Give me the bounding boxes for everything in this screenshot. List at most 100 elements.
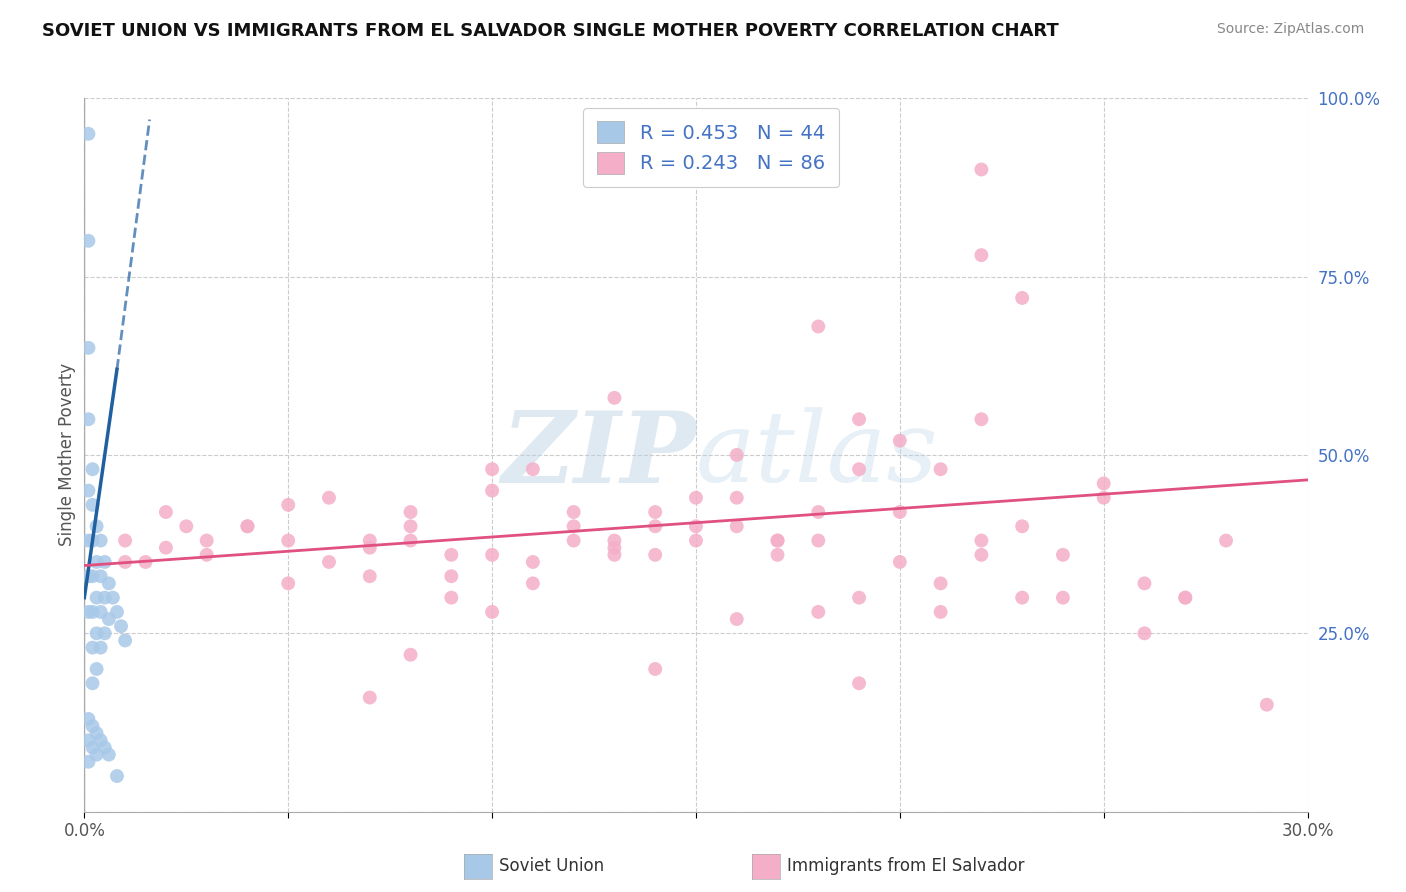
Point — [481, 483, 503, 498]
Point — [644, 662, 666, 676]
Point — [155, 505, 177, 519]
Point — [562, 533, 585, 548]
Point — [236, 519, 259, 533]
Point — [970, 162, 993, 177]
Point — [399, 505, 422, 519]
Point — [82, 533, 104, 548]
Point — [522, 555, 544, 569]
Point — [86, 519, 108, 533]
Point — [440, 569, 463, 583]
Point — [77, 483, 100, 498]
Point — [86, 626, 108, 640]
Point — [399, 533, 422, 548]
Point — [82, 498, 104, 512]
Point — [848, 412, 870, 426]
Point — [77, 712, 100, 726]
Point — [277, 576, 299, 591]
Point — [562, 519, 585, 533]
Point — [440, 548, 463, 562]
Point — [101, 591, 124, 605]
Point — [77, 234, 100, 248]
Point — [82, 719, 104, 733]
Point — [195, 533, 218, 548]
Point — [1052, 591, 1074, 605]
Text: ZIP: ZIP — [501, 407, 696, 503]
Legend: R = 0.453   N = 44, R = 0.243   N = 86: R = 0.453 N = 44, R = 0.243 N = 86 — [583, 108, 838, 187]
Point — [725, 448, 748, 462]
Point — [929, 576, 952, 591]
Point — [1011, 519, 1033, 533]
Point — [82, 676, 104, 690]
Point — [318, 491, 340, 505]
Point — [77, 412, 100, 426]
Point — [970, 548, 993, 562]
Point — [644, 548, 666, 562]
Point — [807, 605, 830, 619]
Point — [277, 498, 299, 512]
Point — [603, 533, 626, 548]
Point — [1215, 533, 1237, 548]
Point — [82, 740, 104, 755]
Point — [90, 569, 112, 583]
Point — [97, 747, 120, 762]
Point — [90, 733, 112, 747]
Point — [889, 434, 911, 448]
Point — [77, 605, 100, 619]
Point — [195, 548, 218, 562]
Point — [481, 462, 503, 476]
Point — [93, 740, 117, 755]
Point — [155, 541, 177, 555]
Point — [1133, 626, 1156, 640]
Point — [77, 341, 100, 355]
Point — [86, 591, 108, 605]
Point — [848, 591, 870, 605]
Point — [725, 612, 748, 626]
Point — [1174, 591, 1197, 605]
Point — [82, 462, 104, 476]
Point — [97, 612, 120, 626]
Point — [970, 533, 993, 548]
Point — [77, 755, 100, 769]
Point — [236, 519, 259, 533]
Point — [359, 541, 381, 555]
Point — [970, 248, 993, 262]
Point — [399, 648, 422, 662]
Point — [1092, 476, 1115, 491]
Point — [1133, 576, 1156, 591]
Point — [359, 569, 381, 583]
Point — [105, 605, 128, 619]
Y-axis label: Single Mother Poverty: Single Mother Poverty — [58, 363, 76, 547]
Point — [685, 491, 707, 505]
Point — [82, 569, 104, 583]
Point — [848, 462, 870, 476]
Point — [77, 533, 100, 548]
Point — [77, 733, 100, 747]
Point — [603, 548, 626, 562]
Point — [685, 533, 707, 548]
Point — [522, 462, 544, 476]
Text: Immigrants from El Salvador: Immigrants from El Salvador — [787, 857, 1025, 875]
Point — [90, 605, 112, 619]
Point — [766, 548, 789, 562]
Point — [725, 519, 748, 533]
Point — [135, 555, 157, 569]
Point — [1011, 291, 1033, 305]
Point — [929, 462, 952, 476]
Point — [481, 605, 503, 619]
Point — [807, 533, 830, 548]
Point — [889, 555, 911, 569]
Text: Source: ZipAtlas.com: Source: ZipAtlas.com — [1216, 22, 1364, 37]
Point — [603, 391, 626, 405]
Point — [359, 533, 381, 548]
Point — [82, 605, 104, 619]
Point — [766, 533, 789, 548]
Point — [86, 726, 108, 740]
Text: atlas: atlas — [696, 408, 939, 502]
Point — [440, 591, 463, 605]
Point — [359, 690, 381, 705]
Point — [86, 555, 108, 569]
Point — [176, 519, 198, 533]
Point — [105, 769, 128, 783]
Point — [93, 555, 117, 569]
Point — [93, 591, 117, 605]
